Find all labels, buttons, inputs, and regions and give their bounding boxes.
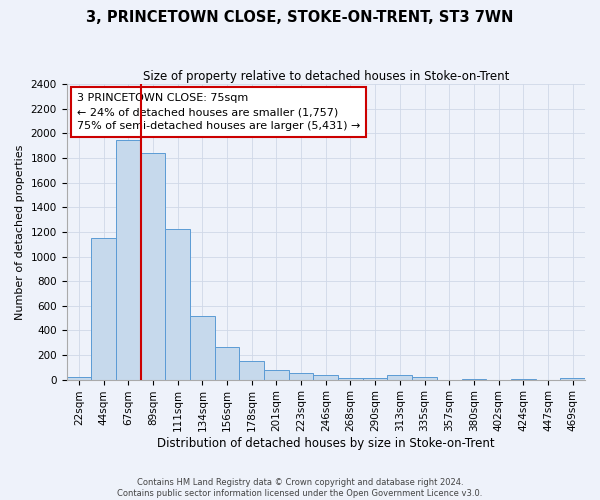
Text: Contains HM Land Registry data © Crown copyright and database right 2024.
Contai: Contains HM Land Registry data © Crown c… bbox=[118, 478, 482, 498]
Bar bbox=[560, 378, 585, 380]
Text: 3 PRINCETOWN CLOSE: 75sqm
← 24% of detached houses are smaller (1,757)
75% of se: 3 PRINCETOWN CLOSE: 75sqm ← 24% of detac… bbox=[77, 93, 360, 131]
Text: 3, PRINCETOWN CLOSE, STOKE-ON-TRENT, ST3 7WN: 3, PRINCETOWN CLOSE, STOKE-ON-TRENT, ST3… bbox=[86, 10, 514, 25]
Bar bbox=[190, 316, 215, 380]
Bar bbox=[116, 140, 140, 380]
Bar bbox=[412, 376, 437, 380]
Bar bbox=[67, 376, 91, 380]
Y-axis label: Number of detached properties: Number of detached properties bbox=[15, 144, 25, 320]
Bar bbox=[264, 370, 289, 380]
Bar bbox=[511, 379, 536, 380]
Bar bbox=[313, 374, 338, 380]
Bar bbox=[363, 378, 388, 380]
Bar bbox=[461, 379, 486, 380]
Bar bbox=[140, 153, 165, 380]
Bar bbox=[338, 378, 363, 380]
X-axis label: Distribution of detached houses by size in Stoke-on-Trent: Distribution of detached houses by size … bbox=[157, 437, 494, 450]
Bar bbox=[239, 361, 264, 380]
Bar bbox=[289, 374, 313, 380]
Title: Size of property relative to detached houses in Stoke-on-Trent: Size of property relative to detached ho… bbox=[143, 70, 509, 83]
Bar bbox=[165, 230, 190, 380]
Bar bbox=[91, 238, 116, 380]
Bar bbox=[388, 374, 412, 380]
Bar bbox=[215, 347, 239, 380]
